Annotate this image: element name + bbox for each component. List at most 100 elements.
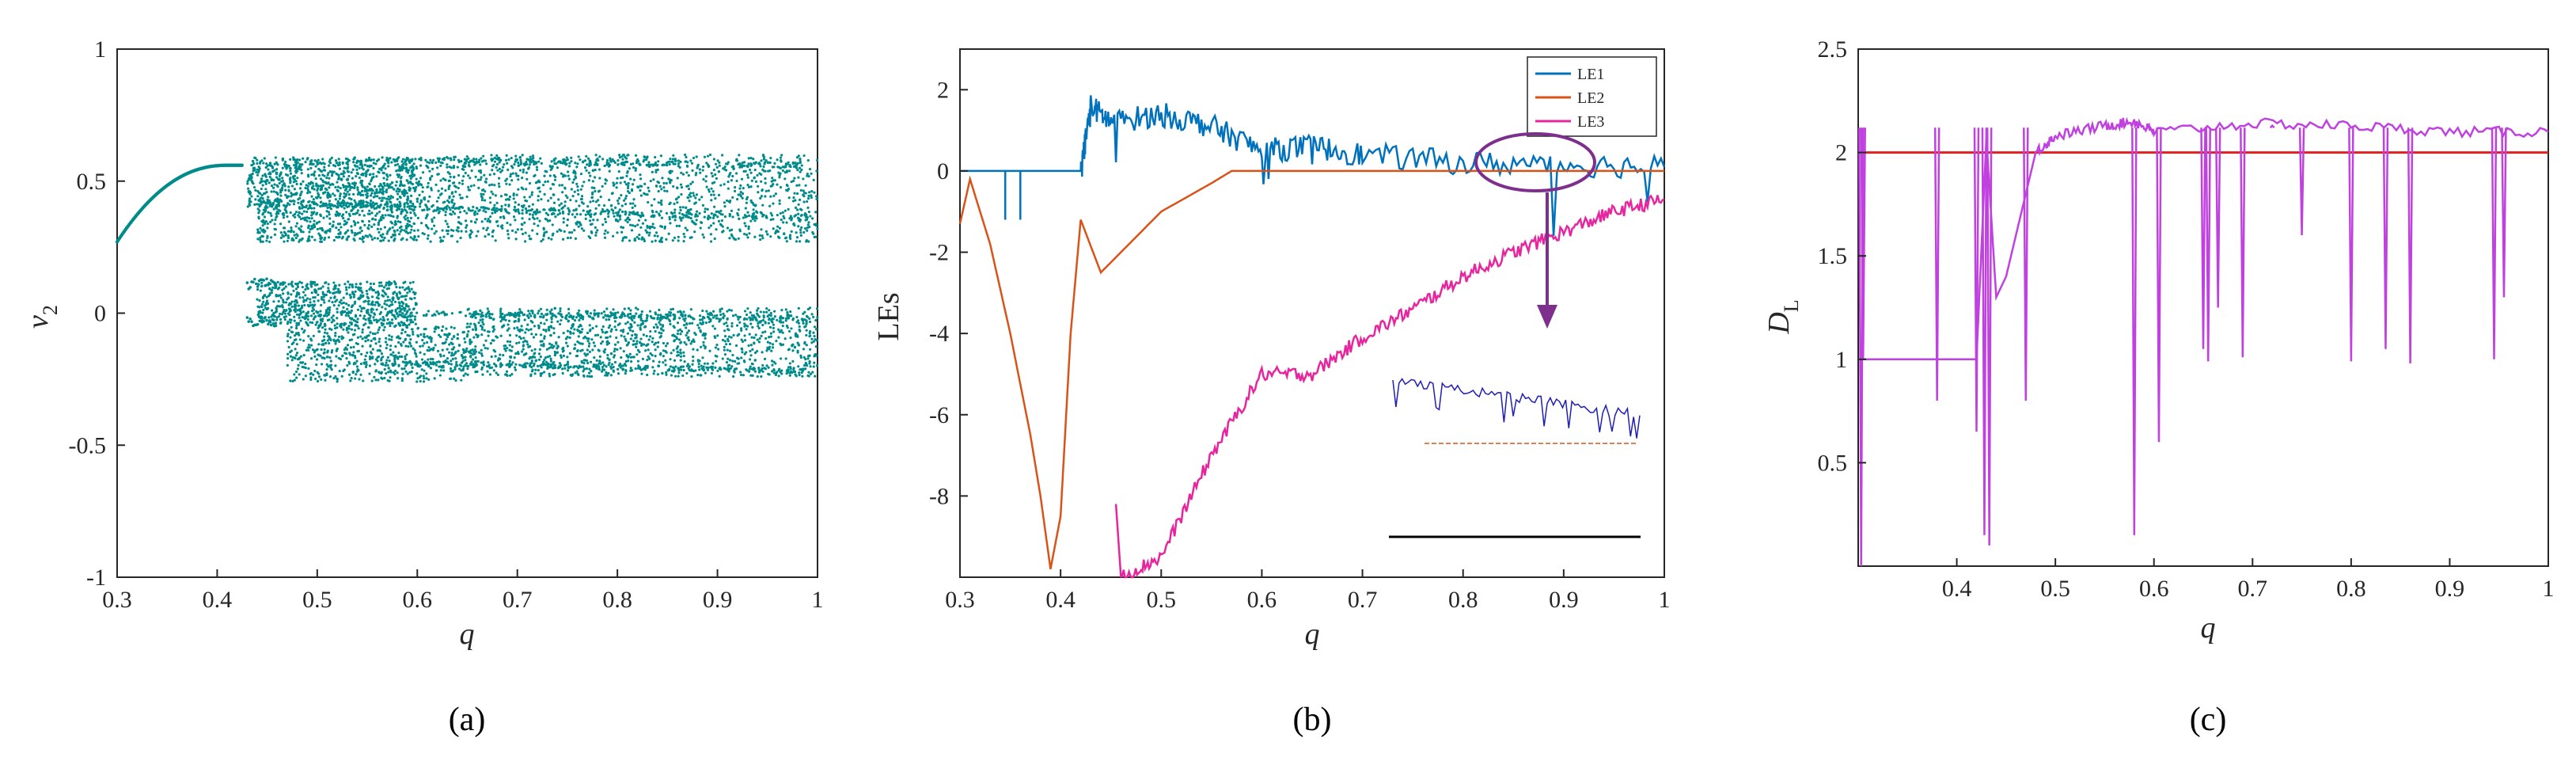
bifurcation-point: [623, 335, 626, 338]
bifurcation-point: [708, 190, 711, 193]
bifurcation-point: [788, 362, 791, 365]
bifurcation-point: [352, 220, 355, 223]
bifurcation-point: [461, 182, 465, 185]
bifurcation-point: [803, 226, 807, 230]
bifurcation-point: [510, 179, 514, 182]
bifurcation-point: [671, 239, 674, 242]
bifurcation-point: [345, 288, 348, 291]
bifurcation-point: [439, 164, 442, 167]
bifurcation-point: [545, 318, 548, 321]
bifurcation-point: [413, 229, 416, 232]
bifurcation-point: [348, 373, 351, 376]
bifurcation-point: [317, 174, 321, 177]
bifurcation-point: [726, 325, 729, 328]
bifurcation-point: [352, 158, 355, 161]
bifurcation-point: [541, 184, 545, 187]
bifurcation-point: [797, 225, 800, 228]
bifurcation-point: [388, 338, 391, 341]
bifurcation-point: [632, 202, 635, 205]
bifurcation-point: [556, 166, 560, 169]
bifurcation-point: [656, 234, 659, 238]
bifurcation-point: [778, 176, 781, 179]
bifurcation-point: [294, 287, 298, 291]
bifurcation-point: [372, 316, 375, 319]
bifurcation-point: [338, 222, 342, 226]
bifurcation-point: [736, 198, 739, 201]
bifurcation-point: [299, 319, 302, 322]
bifurcation-point: [656, 181, 659, 184]
bifurcation-point: [496, 224, 499, 227]
bifurcation-point: [316, 184, 319, 187]
bifurcation-point: [355, 359, 359, 363]
bifurcation-point: [450, 337, 453, 340]
bifurcation-point: [348, 283, 351, 286]
bifurcation-point: [287, 185, 290, 188]
bifurcation-point: [397, 337, 400, 340]
bifurcation-point: [377, 292, 381, 295]
bifurcation-point: [273, 287, 277, 290]
bifurcation-point: [279, 194, 283, 197]
bifurcation-point: [473, 348, 476, 352]
bifurcation-point: [259, 160, 262, 163]
bifurcation-point: [698, 168, 701, 171]
bifurcation-point: [256, 228, 260, 231]
bifurcation-point: [614, 206, 617, 209]
bifurcation-point: [409, 201, 412, 204]
bifurcation-point: [461, 167, 464, 171]
bifurcation-point: [272, 178, 275, 182]
bifurcation-point: [456, 337, 460, 340]
bifurcation-point: [383, 376, 386, 380]
bifurcation-point: [257, 283, 260, 286]
bifurcation-point: [700, 196, 704, 199]
bifurcation-point: [293, 378, 296, 382]
bifurcation-point: [345, 302, 348, 306]
bifurcation-point: [437, 326, 440, 329]
bifurcation-point: [518, 156, 522, 159]
bifurcation-point: [298, 238, 302, 241]
bifurcation-point: [321, 326, 324, 329]
bifurcation-point: [416, 229, 419, 232]
bifurcation-point: [570, 188, 573, 191]
bifurcation-point: [290, 195, 293, 198]
bifurcation-point: [346, 161, 349, 164]
bifurcation-point: [655, 184, 658, 188]
bifurcation-point: [401, 286, 404, 289]
bifurcation-point: [313, 188, 316, 191]
bifurcation-point: [312, 334, 315, 337]
bifurcation-point: [395, 336, 399, 339]
bifurcation-point: [352, 295, 355, 299]
bifurcation-point: [759, 238, 762, 241]
bifurcation-point: [396, 216, 399, 219]
bifurcation-point: [309, 344, 313, 347]
bifurcation-point: [778, 226, 782, 230]
bifurcation-point: [276, 163, 279, 166]
bifurcation-point: [672, 154, 675, 157]
bifurcation-point: [652, 178, 655, 181]
bifurcation-point: [390, 318, 394, 321]
bifurcation-point: [366, 212, 370, 215]
bifurcation-point: [301, 285, 304, 289]
bifurcation-point: [474, 345, 477, 348]
bifurcation-point: [520, 186, 523, 189]
bifurcation-point: [770, 359, 774, 363]
bifurcation-point: [529, 155, 532, 158]
bifurcation-point: [397, 173, 401, 177]
bifurcation-point: [515, 174, 518, 177]
bifurcation-point: [691, 169, 694, 172]
bifurcation-point: [507, 327, 510, 330]
bifurcation-point: [297, 331, 300, 335]
bifurcation-point: [537, 179, 541, 182]
bifurcation-point: [579, 349, 582, 352]
bifurcation-point: [408, 318, 412, 321]
bifurcation-point: [753, 169, 757, 172]
bifurcation-point: [292, 158, 295, 162]
bifurcation-point: [597, 199, 600, 202]
bifurcation-point: [660, 199, 663, 203]
bifurcation-point: [362, 294, 365, 298]
bifurcation-point: [328, 170, 332, 173]
bifurcation-point: [254, 188, 257, 192]
bifurcation-point: [355, 283, 358, 286]
bifurcation-point: [256, 162, 259, 165]
bifurcation-point: [356, 342, 359, 346]
bifurcation-point: [404, 357, 407, 360]
